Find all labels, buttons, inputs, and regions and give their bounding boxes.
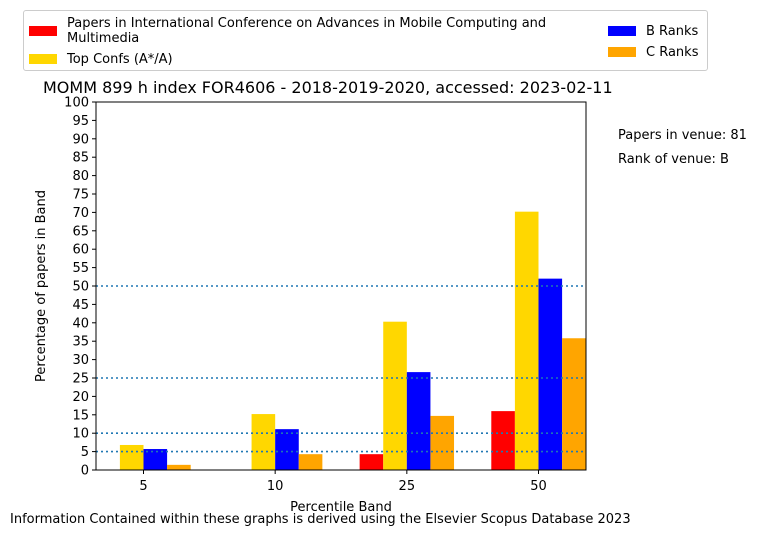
x-tick-label-25: 25: [399, 479, 416, 494]
y-tick-label-65: 65: [72, 224, 89, 239]
bar-c-5: [167, 464, 191, 470]
chart-title: MOMM 899 h index FOR4606 - 2018-2019-202…: [43, 78, 613, 97]
y-tick-label-0: 0: [81, 464, 89, 479]
footer-note: Information Contained within these graph…: [10, 512, 631, 527]
legend-label-venue: Papers in International Conference on Ad…: [67, 16, 546, 46]
y-tick-label-10: 10: [72, 427, 89, 442]
y-tick-label-85: 85: [72, 151, 89, 166]
y-axis-label: Percentage of papers in Band: [34, 190, 49, 382]
y-tick-label-25: 25: [72, 372, 89, 387]
bar-b-50: [538, 278, 563, 470]
y-tick-label-35: 35: [72, 335, 89, 350]
y-tick-label-50: 50: [72, 280, 89, 295]
legend: Papers in International Conference on Ad…: [23, 10, 708, 71]
bar-top-5: [119, 444, 144, 470]
legend-label-venue-line1: Papers in International Conference on Ad…: [67, 16, 547, 31]
y-tick-label-55: 55: [72, 261, 89, 276]
x-tick-label-50: 50: [530, 479, 547, 494]
y-tick-label-100: 100: [64, 96, 89, 111]
legend-swatch-blue: [608, 26, 636, 36]
bar-b-10: [275, 429, 299, 470]
legend-label-top-confs: Top Confs (A*/A): [67, 52, 173, 67]
x-axis-label: Percentile Band: [290, 500, 392, 515]
rank-of-venue: Rank of venue: B: [618, 152, 729, 167]
y-tick-label-45: 45: [72, 298, 89, 313]
legend-swatch-gold: [29, 54, 57, 64]
y-tick-label-30: 30: [72, 353, 89, 368]
legend-label-c-ranks: C Ranks: [646, 45, 699, 60]
bar-c-10: [298, 454, 323, 470]
legend-swatch-orange: [608, 47, 636, 57]
legend-label-b-ranks: B Ranks: [646, 24, 699, 39]
y-tick-label-80: 80: [72, 169, 89, 184]
legend-swatch-red: [29, 26, 57, 36]
bar-c-25: [430, 415, 455, 470]
y-tick-label-70: 70: [72, 206, 89, 221]
x-tick-label-10: 10: [267, 479, 284, 494]
legend-label-venue-line2: Multimedia: [67, 31, 140, 46]
bar-papers-50: [491, 411, 515, 470]
y-tick-label-95: 95: [72, 114, 89, 129]
bar-c-50: [562, 338, 586, 470]
y-tick-label-40: 40: [72, 316, 89, 331]
papers-in-venue: Papers in venue: 81: [618, 128, 747, 143]
y-tick-label-90: 90: [72, 132, 89, 147]
x-tick-label-5: 5: [139, 479, 147, 494]
bar-top-10: [251, 414, 276, 470]
plot-area-frame: [95, 101, 587, 471]
y-tick-label-20: 20: [72, 390, 89, 405]
y-tick-label-15: 15: [72, 408, 89, 423]
y-tick-label-5: 5: [81, 445, 89, 460]
bar-papers-25: [359, 454, 384, 470]
bar-b-25: [406, 372, 431, 470]
y-tick-label-75: 75: [72, 188, 89, 203]
bar-top-50: [514, 211, 539, 470]
y-tick-label-60: 60: [72, 243, 89, 258]
bar-b-5: [143, 449, 168, 470]
bar-top-25: [383, 321, 407, 470]
